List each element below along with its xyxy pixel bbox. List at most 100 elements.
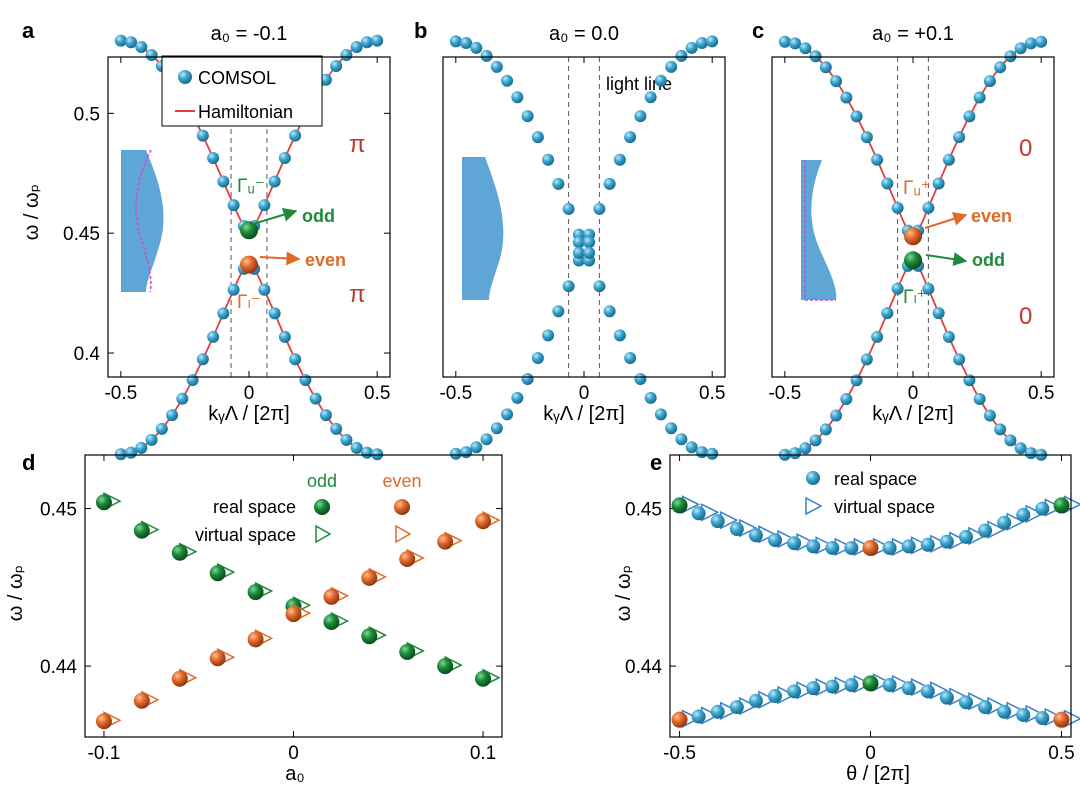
comsol-point-lower [994,423,1007,436]
odd-real-point [323,613,340,630]
comsol-point-lower [371,448,384,461]
comsol-point-lower [840,393,853,406]
comsol-point-lower [624,352,637,365]
odd-arrow [925,252,968,267]
comsol-point-upper [1014,42,1027,55]
lower-odd-highlight [862,675,879,692]
comsol-point-lower [654,408,667,421]
comsol-point-upper [789,37,802,50]
comsol-point-upper [521,110,534,123]
x-tick-label: 0 [288,743,299,764]
comsol-point-lower [258,283,271,296]
comsol-point-upper [932,177,945,190]
upper-odd-highlight [671,497,688,514]
legend-even-virtual-marker [395,524,412,544]
odd-arrow [252,207,298,225]
upper-real-point [729,522,744,537]
comsol-point-upper [340,49,353,62]
comsol-point-upper [501,74,514,87]
x-axis-label: kᵧΛ / [2π] [872,403,953,425]
field-profile-inset-dashed [804,160,836,301]
y-tick-label: 0.45 [625,500,662,521]
comsol-point-upper [675,49,688,62]
y-ticks: 0.44 0.45 [625,500,1071,678]
comsol-point-lower [613,329,626,342]
upper-real-point [806,539,821,554]
comsol-point-upper [860,131,873,144]
comsol-point-upper [289,129,302,142]
legend: COMSOL Hamiltonian [161,55,323,127]
legend-odd-real-marker [314,499,330,515]
comsol-point-upper [830,75,843,88]
comsol-point-upper [973,91,986,104]
x-ticks: -0.5 0 0.5 [439,57,725,404]
upper-mode-label: Γᵤ⁺ [903,178,931,199]
comsol-point-lower [665,422,678,435]
legend-comsol-marker [178,70,192,84]
comsol-point-upper [665,60,678,73]
comsol-point-upper [480,49,493,62]
comsol-point-upper [871,153,884,166]
upper-arrow-label: even [971,206,1012,226]
legend-real-marker [806,471,820,485]
upper-arrow-label: odd [302,206,335,226]
plot-area: light line [449,35,719,460]
x-tick-label: 0 [865,743,876,764]
comsol-point-lower [542,329,555,342]
upper-real-point [748,528,763,543]
lower-real-point [729,700,744,715]
plot-area: real space virtual space [671,469,1080,728]
even-real-point [361,569,378,586]
comsol-point-upper [562,202,575,215]
upper-real-point [978,523,993,538]
x-tick-label: -0.5 [768,383,801,404]
comsol-point-crossing [583,246,596,259]
legend-odd-header: odd [307,471,337,491]
comsol-point-upper [994,61,1007,74]
even-real-point [285,606,302,623]
y-axis-label: ω / ωₚ [21,184,43,240]
comsol-point-upper [613,153,626,166]
y-ticks: 0.4 0.45 0.5 [63,104,390,365]
upper-phase-label: π [349,131,366,158]
comsol-point-upper [552,177,565,190]
comsol-point-upper [634,110,647,123]
panel-letter: c [752,18,764,43]
panel-letter: e [650,450,662,475]
legend: odd even real space virtual space [195,471,422,545]
comsol-point-upper [593,202,606,215]
upper-real-point [787,536,802,551]
comsol-point-lower [634,372,647,385]
even-real-point [95,713,112,730]
x-ticks: -0.1 0 0.1 [88,455,496,764]
comsol-point-upper [278,152,291,165]
lower-real-point [710,704,725,719]
comsol-point-crossing [572,246,585,259]
lower-phase-label: π [349,281,366,308]
comsol-point-lower [268,307,281,320]
comsol-point-lower [552,305,565,318]
legend-entry: COMSOL [198,68,276,88]
comsol-point-upper [850,110,863,123]
upper-mode-label: Γᵤ⁻ [237,176,265,197]
lower-phase-label: 0 [1019,303,1032,330]
lower-real-point [901,681,916,696]
legend-entry: virtual space [834,497,935,517]
plot-area: COMSOL Hamiltonian Γᵤ⁻ Γₗ⁻ odd even π π [114,34,384,461]
lower-arrow-label: odd [972,250,1005,270]
even-real-point [475,513,492,530]
lower-real-point [787,684,802,699]
light-line-markers [568,57,600,377]
comsol-point-lower [871,330,884,343]
comsol-point-crossing [572,236,585,249]
x-tick-label: 0.1 [470,743,496,764]
comsol-point-lower [278,330,291,343]
comsol-point-lower [511,391,524,404]
comsol-point-upper [819,61,832,74]
x-tick-label: -0.5 [104,383,137,404]
comsol-point-lower [145,433,158,446]
odd-real-point [247,584,264,601]
band-edge-modes [240,221,258,274]
panel-title: a₀ = -0.1 [211,23,288,45]
